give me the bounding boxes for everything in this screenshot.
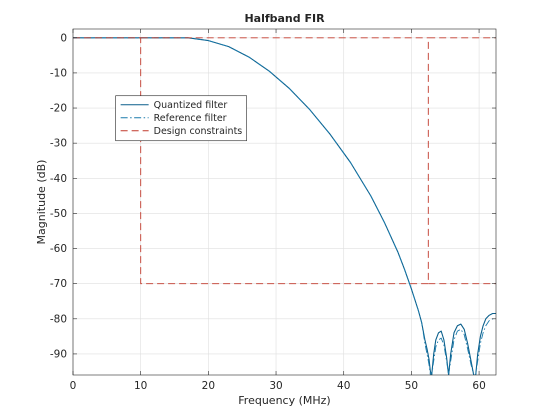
y-tick-label: -10 (50, 67, 67, 79)
ticks: 0 10 20 30 40 50 60 0 -10 -20 -30 -40 -50 -60 -70 -80 -9… (50, 29, 496, 392)
y-tick-label: -20 (50, 103, 67, 115)
design-constraints-line (73, 37, 496, 285)
quantized-filter-line (73, 37, 496, 375)
legend-label: Design constraints (154, 126, 243, 137)
y-tick-label: -80 (50, 313, 67, 325)
x-tick-label: 0 (70, 380, 77, 392)
y-tick-label: -90 (50, 348, 67, 360)
y-tick-label: 0 (60, 32, 67, 44)
data-layer (73, 37, 496, 375)
x-tick-label: 20 (202, 380, 215, 392)
chart-title: Halfband FIR (244, 12, 325, 25)
y-tick-label: -60 (50, 243, 67, 255)
legend: Quantized filter Reference filter Design c… (115, 95, 247, 142)
x-tick-label: 60 (472, 380, 485, 392)
axes-frame (72, 28, 497, 376)
x-axis-label: Frequency (MHz) (238, 394, 330, 407)
x-tick-label: 30 (269, 380, 282, 392)
legend-label: Quantized filter (154, 100, 228, 111)
y-tick-label: -30 (50, 138, 67, 150)
y-tick-label: -40 (50, 173, 67, 185)
y-tick-label: -70 (50, 278, 67, 290)
plot-area (73, 29, 496, 375)
y-axis-label: Magnitude (dB) (35, 160, 48, 245)
y-tick-label: -50 (50, 208, 67, 220)
x-tick-label: 40 (337, 380, 350, 392)
legend-label: Reference filter (154, 113, 227, 124)
x-tick-label: 50 (405, 380, 418, 392)
x-tick-label: 10 (134, 380, 147, 392)
